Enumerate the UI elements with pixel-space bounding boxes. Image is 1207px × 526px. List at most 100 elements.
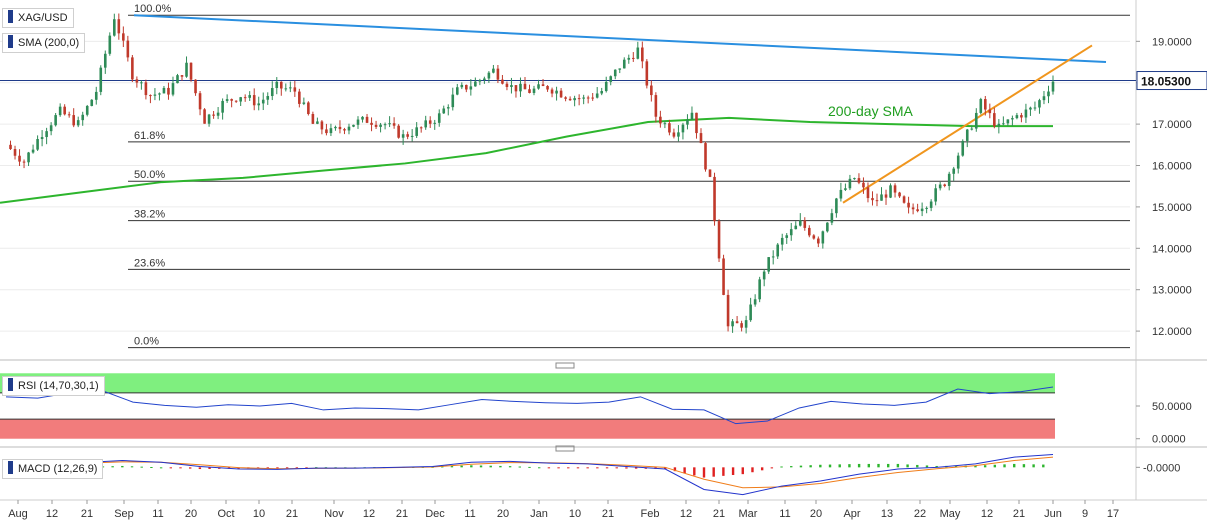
macd-histogram-bar	[567, 467, 570, 469]
time-tick-label: Dec	[425, 508, 445, 520]
rsi-indicator-tag[interactable]: RSI (14,70,30,1)	[2, 376, 105, 396]
rsi-swatch-icon	[8, 378, 13, 391]
candle-body	[979, 99, 983, 113]
time-tick-label: 17	[1107, 508, 1119, 520]
candle-body	[122, 33, 125, 41]
candle-body	[478, 80, 482, 82]
candle-body	[419, 127, 423, 129]
candle-body	[510, 85, 513, 87]
macd-histogram-bar	[450, 466, 454, 468]
candle-body	[67, 114, 71, 116]
candle-body	[383, 124, 387, 126]
candle-body	[424, 120, 428, 128]
candle-body	[72, 115, 75, 126]
candle-body	[618, 68, 622, 70]
macd-histogram-bar	[479, 465, 483, 468]
candle-body	[663, 123, 667, 125]
candle-body	[722, 258, 725, 295]
candle-body	[284, 88, 288, 90]
macd-histogram-bar	[625, 467, 628, 469]
macd-line	[5, 454, 1054, 496]
candle-body	[830, 213, 834, 223]
candle-body	[410, 135, 414, 137]
fib-level-label: 38.2%	[134, 209, 165, 221]
time-tick-label: 20	[497, 508, 509, 520]
candle-body	[1020, 115, 1023, 118]
macd-histogram-bar	[576, 467, 580, 469]
candle-body	[22, 161, 26, 163]
candle-body	[776, 244, 780, 257]
symbol-tag[interactable]: XAG/USD	[2, 8, 74, 28]
candle-body	[920, 208, 924, 212]
candle-body	[798, 220, 802, 226]
candle-body	[207, 114, 211, 124]
candle-body	[176, 75, 179, 84]
candle-body	[1006, 119, 1010, 124]
macd-histogram-bar	[305, 467, 308, 469]
candle-body	[519, 83, 522, 92]
candle-body	[911, 207, 915, 210]
macd-histogram-bar	[683, 467, 686, 474]
candle-body	[392, 123, 396, 126]
time-tick-label: 12	[363, 508, 375, 520]
macd-histogram-bar	[925, 465, 929, 468]
time-tick-label: 10	[253, 508, 265, 520]
macd-histogram-bar	[828, 464, 832, 468]
candle-body	[167, 87, 170, 95]
candle-body	[352, 124, 355, 127]
rsi-line	[5, 386, 1054, 425]
candle-body	[162, 87, 166, 94]
candle-body	[595, 93, 599, 98]
candle-body	[902, 196, 906, 203]
candle-body	[740, 323, 743, 328]
time-tick-label: 22	[914, 508, 926, 520]
macd-histogram-bar	[780, 466, 783, 468]
time-tick-label: 12	[680, 508, 692, 520]
macd-histogram-bar	[1022, 464, 1026, 468]
candle-body	[938, 184, 942, 189]
candle-body	[970, 128, 974, 130]
macd-histogram-bar	[799, 465, 803, 468]
macd-indicator-tag[interactable]: MACD (12,26,9)	[2, 459, 104, 479]
time-tick-label: 21	[713, 508, 725, 520]
macd-histogram-bar	[150, 466, 153, 468]
time-tick-label: 21	[602, 508, 614, 520]
macd-histogram-bar	[634, 467, 638, 469]
candle-body	[505, 83, 509, 87]
candle-body	[406, 134, 409, 137]
time-tick-label: 12	[981, 508, 993, 520]
candle-body	[934, 188, 937, 202]
time-tick-label: 11	[464, 508, 475, 520]
macd-histogram-bar	[838, 464, 841, 468]
candle-body	[347, 126, 351, 131]
candle-body	[785, 235, 789, 238]
candle-body	[753, 299, 757, 305]
candle-body	[261, 99, 265, 104]
macd-histogram-bar	[315, 467, 318, 469]
time-tick-label: May	[940, 508, 961, 520]
candle-body	[925, 207, 928, 209]
candle-body	[487, 72, 491, 79]
candle-body	[735, 321, 739, 324]
candle-body	[361, 116, 364, 120]
candle-body	[158, 93, 161, 95]
candle-body	[636, 47, 640, 59]
candle-body	[523, 83, 527, 90]
sma-indicator-tag[interactable]: SMA (200,0)	[2, 33, 86, 53]
time-tick-label: Aug	[8, 508, 28, 520]
candle-body	[356, 119, 360, 125]
symbol-swatch-icon	[8, 10, 13, 23]
macd-histogram-bar	[906, 464, 909, 468]
candle-body	[446, 107, 450, 109]
candle-body	[609, 76, 613, 82]
macd-histogram-bar	[993, 464, 997, 468]
candle-body	[9, 144, 12, 150]
sma-indicator-label: SMA (200,0)	[18, 37, 80, 49]
time-tick-label: 20	[185, 508, 197, 520]
candle-body	[898, 192, 901, 197]
candle-body	[1033, 107, 1037, 109]
fib-level-label: 50.0%	[134, 169, 165, 181]
macd-histogram-bar	[1003, 464, 1006, 468]
last-price-label: 18.05300	[1141, 75, 1191, 89]
candle-body	[234, 100, 238, 102]
